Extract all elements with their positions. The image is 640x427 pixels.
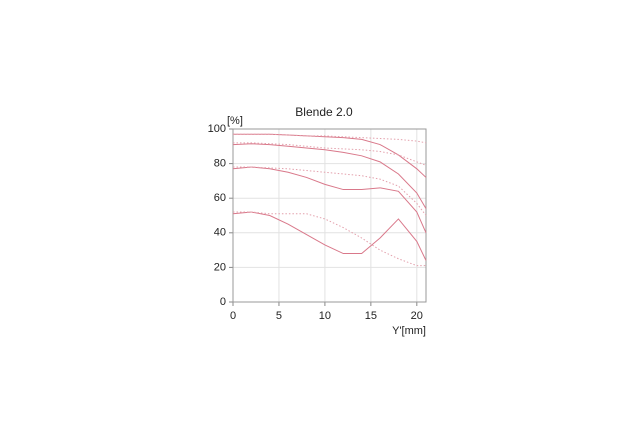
y-tick-label: 60 xyxy=(214,192,226,204)
y-tick-label: 100 xyxy=(208,123,226,135)
y-axis-label: [%] xyxy=(227,115,243,127)
y-tick-label: 20 xyxy=(214,261,226,273)
x-tick-label: 0 xyxy=(230,310,236,322)
x-tick-label: 10 xyxy=(319,310,331,322)
series-line xyxy=(232,211,427,261)
chart-title: Blende 2.0 xyxy=(295,105,353,119)
y-tick-label: 0 xyxy=(220,296,226,308)
x-axis-label: Y'[mm] xyxy=(392,325,426,337)
series-line xyxy=(232,143,427,209)
series-line xyxy=(233,211,426,267)
y-tick-label: 40 xyxy=(214,227,226,239)
x-tick-label: 5 xyxy=(276,310,282,322)
series-line xyxy=(232,166,427,234)
y-tick-label: 80 xyxy=(214,158,226,170)
series-line xyxy=(233,133,427,178)
x-tick-label: 20 xyxy=(411,310,423,322)
series-line xyxy=(233,133,427,144)
series-line xyxy=(233,166,427,216)
series-line xyxy=(233,142,427,166)
x-tick-label: 15 xyxy=(365,310,377,322)
